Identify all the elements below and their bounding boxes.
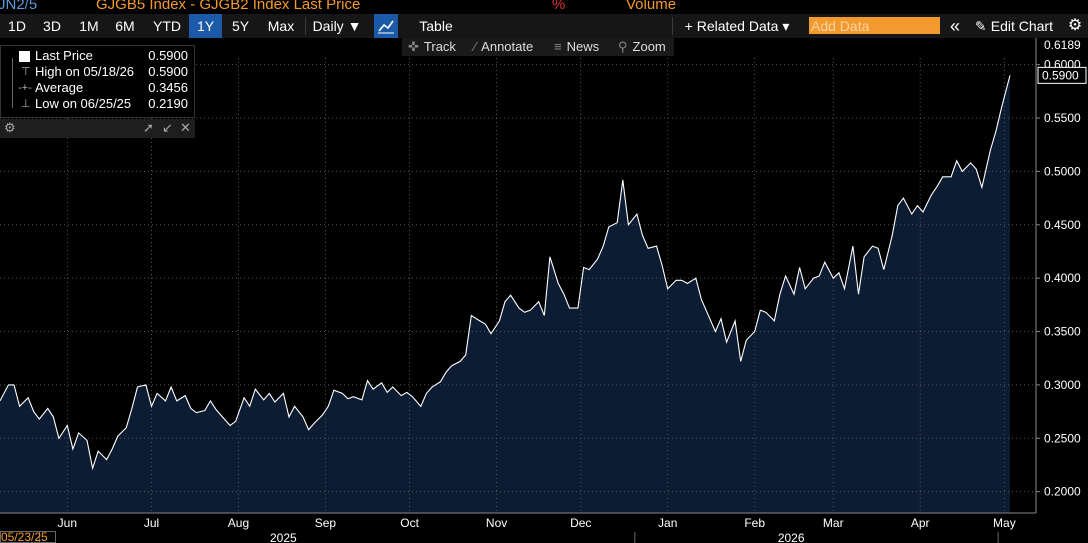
legend-label: Average <box>35 80 84 95</box>
y-tick-label: 0.5500 <box>1044 111 1081 125</box>
legend-value: 0.3456 <box>148 80 188 95</box>
series-line-last-price <box>0 75 1011 471</box>
start-date-box: 05/23/25 <box>0 531 56 543</box>
high-marker-icon: ⊤ <box>21 66 31 78</box>
title-bar: JN2/5 GJGB5 Index - GJGB2 Index Last Pri… <box>0 0 1088 13</box>
low-marker-icon: ⊥ <box>21 98 31 110</box>
legend-row-average: -+- Average 0.3456 <box>1 80 196 96</box>
news-icon: ≡ <box>554 39 562 54</box>
percent-label: % <box>552 0 566 13</box>
legend-footer: ⚙ ➚ ↙ ✕ <box>0 119 195 138</box>
y-tick-label: 0.4500 <box>1044 218 1081 232</box>
annotate-label: Annotate <box>481 39 534 54</box>
range-1m-button[interactable]: 1M <box>72 14 106 38</box>
y-tick-label: 0.2000 <box>1044 485 1081 499</box>
legend-value: 0.5900 <box>148 64 188 79</box>
chart-tools-bar: ✜ Track ∕ Annotate ≡ News ⚲ Zoom <box>402 38 674 56</box>
x-tick-label: Nov <box>486 516 507 530</box>
edit-chart-button[interactable]: ✏Edit Chart <box>968 14 1060 38</box>
legend-value: 0.2190 <box>148 96 188 111</box>
x-tick-label: Aug <box>228 516 249 530</box>
y-tick-label: 0.3000 <box>1044 378 1081 392</box>
ticker-fragment: JN2/5 <box>0 0 38 13</box>
x-tick-label: Oct <box>400 516 419 530</box>
add-data-input[interactable] <box>809 17 940 34</box>
range-1d-button[interactable]: 1D <box>0 14 34 38</box>
related-data-dropdown[interactable]: + Related Data ▾ <box>674 14 800 38</box>
pin-icon[interactable]: ➚ <box>143 120 154 135</box>
annotate-tool[interactable]: ∕ Annotate <box>474 38 533 56</box>
legend-row-last-price: Last Price 0.5900 <box>1 48 196 64</box>
collapse-icon[interactable]: « <box>944 14 966 38</box>
frequency-dropdown[interactable]: Daily ▼ <box>306 14 368 38</box>
white-square-icon <box>19 51 30 62</box>
range-1y-button[interactable]: 1Y <box>189 14 222 38</box>
close-icon[interactable]: ✕ <box>180 120 191 135</box>
last-price-marker-box <box>1037 66 1087 84</box>
track-tool[interactable]: ✜ Track <box>408 38 456 56</box>
news-tool[interactable]: ≡ News <box>554 38 599 56</box>
range-3d-button[interactable]: 3D <box>35 14 69 38</box>
legend-panel: Last Price 0.5900 ⊤ High on 05/18/26 0.5… <box>0 45 195 118</box>
track-label: Track <box>423 39 456 54</box>
legend-label: Last Price <box>35 48 93 63</box>
x-tick-label: Apr <box>911 516 930 530</box>
crosshair-icon: ✜ <box>408 39 419 54</box>
toolbar-divider <box>305 17 306 35</box>
x-tick-label: May <box>993 516 1016 530</box>
range-max-button[interactable]: Max <box>259 14 303 38</box>
range-6m-button[interactable]: 6M <box>108 14 142 38</box>
y-tick-label: 0.2500 <box>1044 431 1081 445</box>
y-tick-label: 0.5000 <box>1044 164 1081 178</box>
news-label: News <box>566 39 600 54</box>
range-ytd-button[interactable]: YTD <box>147 14 187 38</box>
y-tick-label: 0.4000 <box>1044 271 1081 285</box>
legend-label: High on 05/18/26 <box>35 64 135 79</box>
x-tick-label: Jul <box>144 516 159 530</box>
annotate-icon: ∕ <box>474 39 477 54</box>
range-5y-button[interactable]: 5Y <box>224 14 257 38</box>
legend-settings-icon[interactable]: ⚙ <box>4 120 16 135</box>
legend-bracket <box>12 58 13 108</box>
top-value-marker: 0.6189 <box>1044 38 1081 52</box>
x-tick-label: Feb <box>744 516 765 530</box>
table-view-button[interactable]: Table <box>400 14 472 38</box>
x-tick-label: Jan <box>658 516 677 530</box>
x-tick-label: Dec <box>570 516 591 530</box>
average-marker-icon: -+- <box>18 82 32 94</box>
y-tick-label: 0.3500 <box>1044 325 1081 339</box>
line-chart-icon <box>378 20 394 34</box>
legend-value: 0.5900 <box>148 48 188 63</box>
edit-chart-label: Edit Chart <box>990 18 1053 34</box>
x-tick-label: Sep <box>315 516 337 530</box>
zoom-label: Zoom <box>632 39 666 54</box>
minimize-icon[interactable]: ↙ <box>162 120 173 135</box>
line-chart-type-button[interactable] <box>374 14 398 38</box>
year-label: 2026 <box>778 531 805 543</box>
legend-row-low: ⊥ Low on 06/25/25 0.2190 <box>1 96 196 112</box>
x-tick-label: Jun <box>58 516 77 530</box>
gear-icon[interactable]: ⚙ <box>1062 14 1088 38</box>
x-tick-label: Mar <box>823 516 844 530</box>
series-area-fill <box>0 75 1010 514</box>
toolbar-divider <box>672 17 673 35</box>
legend-label: Low on 06/25/25 <box>35 96 132 111</box>
year-label: 2025 <box>270 531 297 543</box>
last-price-marker: 0.5900 <box>1042 68 1079 82</box>
volume-label: Volume <box>626 0 677 13</box>
magnifier-icon: ⚲ <box>618 39 628 54</box>
zoom-tool[interactable]: ⚲ Zoom <box>618 38 666 56</box>
series-title: GJGB5 Index - GJGB2 Index Last Price <box>96 0 361 13</box>
legend-row-high: ⊤ High on 05/18/26 0.5900 <box>1 64 196 80</box>
